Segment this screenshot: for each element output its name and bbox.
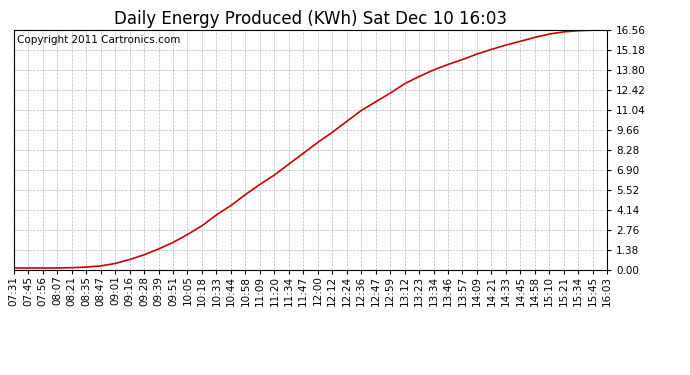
- Title: Daily Energy Produced (KWh) Sat Dec 10 16:03: Daily Energy Produced (KWh) Sat Dec 10 1…: [114, 10, 507, 28]
- Text: Copyright 2011 Cartronics.com: Copyright 2011 Cartronics.com: [17, 35, 180, 45]
